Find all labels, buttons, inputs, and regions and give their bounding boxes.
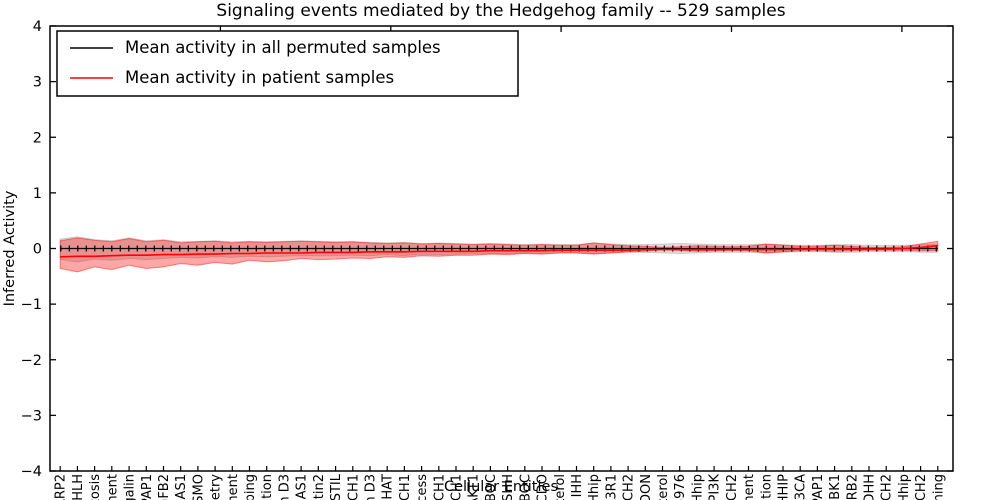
x-axis-label: Cellular Entities (444, 479, 558, 495)
x-tick-label: BOC (518, 474, 533, 500)
x-tick-label: HHAT (381, 474, 396, 500)
x-tick-label: IHH (570, 474, 585, 497)
legend: Mean activity in all permuted samples Me… (56, 30, 519, 97)
y-tick-label: −2 (21, 353, 42, 369)
x-tick-label: SHH (501, 474, 516, 500)
y-tick-label: −4 (21, 464, 42, 480)
x-tick-label: DHH N/PTCH1 (450, 474, 465, 500)
x-tick-label: EntrezGene:84976 (673, 474, 688, 500)
x-tick-label: SMO/beta Arrestin2 (312, 474, 327, 500)
x-tick-label: somite specification (260, 474, 275, 500)
x-tick-label: HHIP (777, 474, 792, 500)
y-axis-label: Inferred Activity (2, 190, 18, 306)
x-tick-label: PTCH1 (398, 474, 413, 500)
lines-layer (60, 244, 938, 258)
y-tick-label: 2 (33, 130, 42, 146)
x-tick-label: LRP2 (54, 474, 69, 500)
bands-layer (59, 236, 939, 273)
permuted-band (59, 236, 939, 263)
x-tick-label: heart development (226, 474, 241, 500)
x-tick-label: SHH Np/Cholesterol/BOC (484, 474, 499, 500)
x-tick-label: mol:Cholesterol (656, 474, 671, 500)
x-tick-label: receptor-mediated endocytosis (88, 474, 103, 500)
x-tick-label: SHH Np/Cholesterol/Hhip (587, 474, 602, 500)
chart-title: Signaling events mediated by the Hedgeho… (216, 1, 785, 21)
patient-band (59, 237, 939, 273)
x-tick-label: AKT1 (467, 474, 482, 500)
x-tick-label: SHH Np/Cholesterol/PTCH1 (346, 474, 361, 500)
x-tick-label: SHH Np/Cholesterol/GAS1 (295, 474, 310, 500)
x-tick-label: skeletal system development (105, 474, 120, 500)
x-tick-label: GAS1 (174, 474, 189, 500)
x-tick-label: PTCH2 (880, 474, 895, 500)
x-tick-label: mol:Vitamin D3 (364, 474, 379, 500)
x-tick-label: determination of left/right symmetry (209, 474, 224, 500)
x-tick-label: ADRBK1 (828, 474, 843, 500)
x-tick-label: DHH N/Hhip (897, 474, 912, 500)
y-tick-label: 3 (33, 75, 42, 91)
x-tick-label: SHH Np/Cholesterol (553, 474, 568, 500)
x-tick-label: pancreas development (742, 474, 757, 500)
x-tick-label: DHH N/PTCH2 (914, 474, 929, 500)
y-tick-label: 0 (33, 242, 42, 258)
x-tick-label: Megalin/LRPAP1 (140, 474, 155, 500)
x-tick-label: mesenchymal cell differentiation (759, 474, 774, 500)
x-tick-label: SHH Np/Cholesterol/PTCH2 (622, 474, 637, 500)
axes-layer: 4 3 2 1 0 −1 −2 −3 −4 LRP2PTHLHreceptor-mediated … (21, 19, 953, 500)
x-tick-label: SMO (191, 474, 206, 500)
x-tick-label: IHH N/Hhip (690, 474, 705, 500)
x-tick-label: PI3K (708, 474, 723, 500)
x-tick-label: PIK3CA (794, 474, 809, 500)
patient-mean-line (60, 244, 938, 258)
x-tick-label: PTHLH (71, 474, 86, 500)
legend-permuted-label: Mean activity in all permuted samples (125, 38, 441, 57)
x-tick-label: ARRB2 (845, 474, 860, 500)
x-tick-label: SMO/Vitamin D3 (277, 474, 292, 500)
x-tick-label: IHH N/PTCH2 (725, 474, 740, 500)
x-tick-label: dorsoventral neural tube patterning (931, 474, 946, 500)
y-tick-label: 4 (33, 19, 42, 35)
x-tick-label: CDON (639, 474, 654, 500)
x-tick-label: LRPAP1 (811, 474, 826, 500)
x-tick-label: DHH (863, 474, 878, 500)
x-tick-label: catabolic process (415, 474, 430, 500)
y-tick-label: −1 (21, 297, 42, 313)
x-tick-label: IHH N/PTCH1 (432, 474, 447, 500)
y-tick-label: −3 (21, 408, 42, 424)
legend-patient-label: Mean activity in patient samples (125, 68, 394, 87)
legend-box (56, 30, 519, 97)
y-tick-label: 1 (33, 186, 42, 202)
x-tick-label: heart looping (243, 474, 258, 500)
x-tick-label: TGFB2 (157, 474, 172, 500)
x-tick-label: STIL (329, 473, 344, 500)
x-tick-label: PIK3R1 (604, 474, 619, 500)
x-tick-label: SHH Np/Cholesterol/CDO (536, 474, 551, 500)
x-tick-label: SHH Np/Cholesterol/Megalin (123, 474, 138, 500)
